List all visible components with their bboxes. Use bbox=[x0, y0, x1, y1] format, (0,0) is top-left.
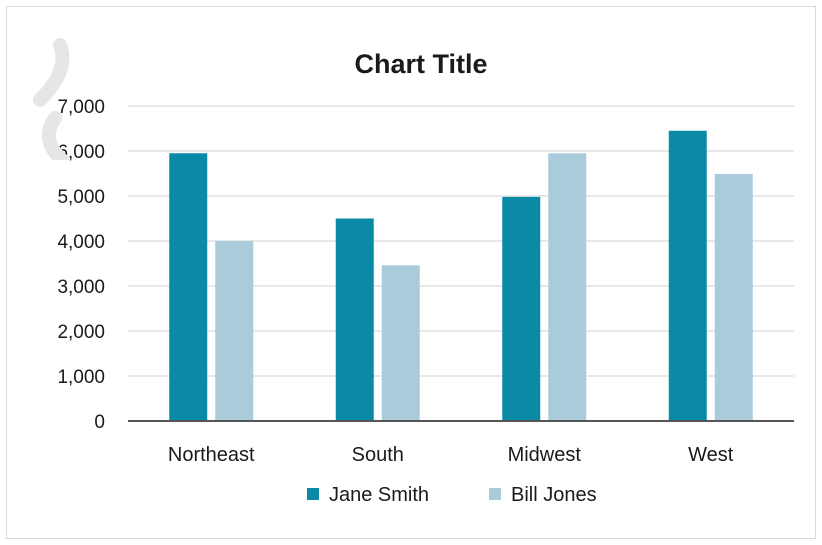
x-tick-label: South bbox=[352, 444, 404, 466]
legend-label: Bill Jones bbox=[511, 484, 597, 506]
bars bbox=[169, 130, 753, 421]
legend-label: Jane Smith bbox=[329, 484, 429, 506]
y-tick-label: 3,000 bbox=[57, 277, 105, 298]
x-tick-label: Midwest bbox=[508, 444, 582, 466]
y-tick-label: 6,000 bbox=[57, 142, 105, 163]
y-tick-label: 7,000 bbox=[57, 97, 105, 118]
x-tick-label: Northeast bbox=[168, 444, 255, 466]
x-tick-label: West bbox=[688, 444, 734, 466]
bar-bill-jones-northeast bbox=[215, 241, 254, 421]
y-tick-label: 2,000 bbox=[57, 322, 105, 343]
legend-swatch bbox=[489, 488, 501, 500]
bar-bill-jones-midwest bbox=[548, 153, 587, 421]
y-tick-label: 0 bbox=[94, 412, 105, 433]
bar-jane-smith-northeast bbox=[169, 153, 208, 421]
y-tick-label: 1,000 bbox=[57, 367, 105, 388]
bar-jane-smith-south bbox=[335, 218, 374, 421]
y-axis-tick-labels: 0 1,000 2,000 3,000 4,000 5,000 6,000 7,000 bbox=[57, 97, 105, 433]
y-tick-label: 5,000 bbox=[57, 187, 105, 208]
legend-swatch bbox=[307, 488, 319, 500]
bar-jane-smith-west bbox=[668, 130, 707, 421]
bar-bill-jones-south bbox=[381, 265, 420, 421]
bar-jane-smith-midwest bbox=[502, 196, 541, 421]
chart-title: Chart Title bbox=[354, 49, 487, 79]
x-axis-tick-labels: Northeast South Midwest West bbox=[168, 444, 734, 466]
legend: Jane Smith Bill Jones bbox=[307, 484, 597, 506]
y-tick-label: 4,000 bbox=[57, 232, 105, 253]
bar-bill-jones-west bbox=[714, 173, 753, 421]
